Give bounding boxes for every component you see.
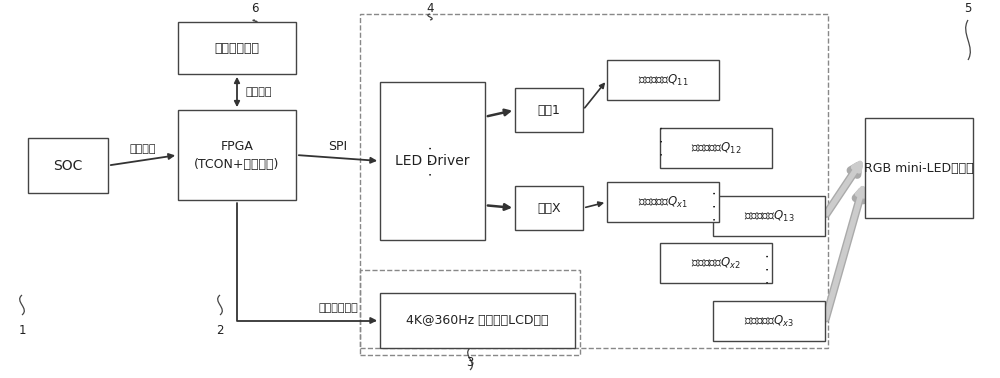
FancyBboxPatch shape [660, 243, 772, 283]
Text: ·  ·  ·: · · · [656, 126, 670, 156]
Text: 第三场基色$Q_{x3}$: 第三场基色$Q_{x3}$ [744, 313, 794, 328]
FancyBboxPatch shape [713, 196, 825, 236]
Text: SPI: SPI [328, 140, 348, 153]
Text: 6: 6 [251, 2, 259, 14]
Text: 背光算法: 背光算法 [245, 87, 272, 97]
Text: SOC: SOC [53, 158, 83, 172]
Text: 4: 4 [426, 2, 434, 14]
Text: LED Driver: LED Driver [395, 154, 470, 168]
Text: 1: 1 [18, 324, 26, 336]
Text: ·  ·  ·: · · · [426, 146, 440, 176]
Text: ·  ·  ·: · · · [762, 253, 776, 284]
Text: 第二场基色$Q_{12}$: 第二场基色$Q_{12}$ [691, 141, 741, 156]
FancyBboxPatch shape [380, 82, 485, 240]
Text: 2: 2 [216, 324, 224, 336]
Text: 第三场基色$Q_{13}$: 第三场基色$Q_{13}$ [744, 208, 794, 223]
FancyBboxPatch shape [515, 186, 583, 230]
FancyBboxPatch shape [607, 60, 719, 100]
Text: 图像信号: 图像信号 [130, 144, 156, 154]
FancyBboxPatch shape [178, 110, 296, 200]
Text: 5: 5 [964, 2, 972, 14]
Text: 分区X: 分区X [537, 201, 561, 214]
FancyBboxPatch shape [178, 22, 296, 74]
Text: 第二场基色$Q_{x2}$: 第二场基色$Q_{x2}$ [691, 256, 741, 271]
Text: FPGA
(TCON+背光控制): FPGA (TCON+背光控制) [194, 139, 280, 170]
FancyBboxPatch shape [865, 118, 973, 218]
Text: 缓存图像数据: 缓存图像数据 [214, 42, 260, 54]
Text: ·  ·  ·: · · · [709, 190, 723, 221]
FancyBboxPatch shape [713, 301, 825, 341]
FancyBboxPatch shape [660, 128, 772, 168]
FancyBboxPatch shape [515, 88, 583, 132]
Text: 3: 3 [466, 355, 474, 369]
Text: 面板驱动信号: 面板驱动信号 [318, 304, 358, 313]
Text: 第一场基色$Q_{x1}$: 第一场基色$Q_{x1}$ [638, 194, 688, 209]
FancyBboxPatch shape [607, 182, 719, 222]
Text: RGB mini-LED灯条板: RGB mini-LED灯条板 [864, 161, 974, 175]
Text: 4K@360Hz 无滤色片LCD面板: 4K@360Hz 无滤色片LCD面板 [406, 314, 549, 327]
Text: 分区1: 分区1 [538, 104, 560, 116]
FancyBboxPatch shape [380, 293, 575, 348]
FancyBboxPatch shape [28, 138, 108, 193]
Text: 第一场基色$Q_{11}$: 第一场基色$Q_{11}$ [638, 73, 688, 88]
